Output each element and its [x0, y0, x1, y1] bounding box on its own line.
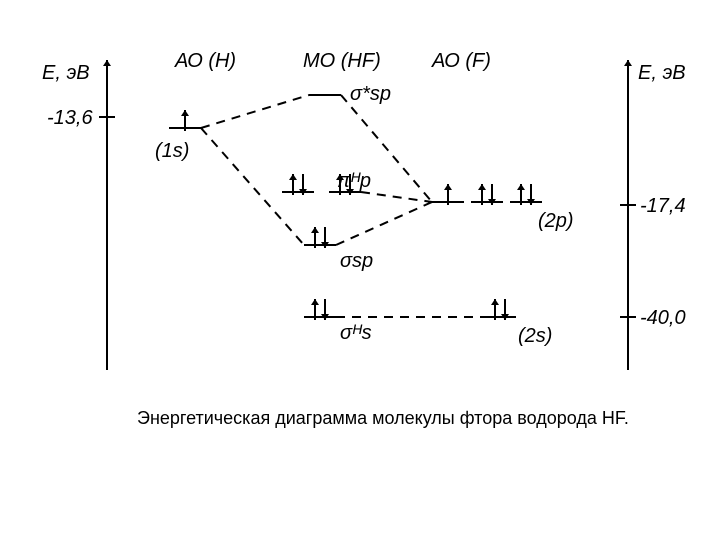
tick-right-1: -17,4 — [640, 195, 686, 218]
label-1s: (1s) — [155, 140, 189, 163]
right-axis-title: E, эВ — [638, 62, 686, 85]
left-axis-title: E, эВ — [42, 62, 90, 85]
mo-diagram-stage: { "meta": { "type": "mo-energy-diagram",… — [0, 0, 720, 540]
col-ao-h: АО (Н) — [175, 50, 236, 73]
figure-caption: Энергетическая диаграмма молекулы фтора … — [137, 408, 629, 429]
col-ao-f: АО (F) — [432, 50, 491, 73]
label-2p: (2p) — [538, 210, 574, 233]
tick-left-1: -13,6 — [47, 107, 93, 130]
col-mo-hf: МО (HF) — [303, 50, 381, 73]
label-sigma-star: σ*sp — [350, 83, 391, 106]
tick-right-2: -40,0 — [640, 307, 686, 330]
label-2s: (2s) — [518, 325, 552, 348]
label-sigma-sn: σᴴs — [340, 322, 372, 345]
label-pi-n: πᴴp — [337, 170, 371, 193]
label-sigma-sp: σsp — [340, 250, 373, 273]
